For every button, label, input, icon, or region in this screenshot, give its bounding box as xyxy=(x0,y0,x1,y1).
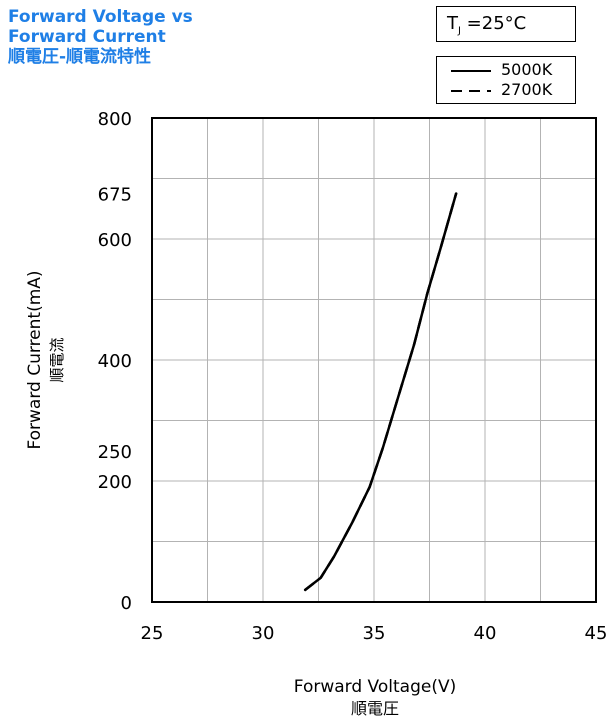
legend: 5000K 2700K xyxy=(436,56,576,104)
y-tick-label: 400 xyxy=(98,351,132,372)
condition-subscript: J xyxy=(458,25,461,37)
legend-label-2700k: 2700K xyxy=(501,80,553,99)
y-tick-label: 675 xyxy=(98,185,132,206)
title-line-1: Forward Voltage vs xyxy=(8,7,193,27)
plot-frame xyxy=(151,117,597,603)
condition-box: TJ =25°C xyxy=(436,6,576,42)
y-axis-title-jp: 順電流 xyxy=(48,337,66,383)
series-line-5000k xyxy=(303,192,458,592)
series-line-2700k xyxy=(303,192,458,592)
y-tick-label: 250 xyxy=(98,442,132,463)
x-tick-label: 40 xyxy=(474,623,497,644)
junction-temperature: TJ =25°C xyxy=(447,13,526,37)
dashed-line-swatch xyxy=(451,90,491,92)
y-tick-label: 800 xyxy=(98,109,132,130)
y-tick-label: 200 xyxy=(98,472,132,493)
solid-line-swatch xyxy=(451,70,491,72)
condition-value: =25°C xyxy=(460,13,527,34)
y-axis-title: Forward Current(mA) xyxy=(25,270,45,450)
legend-item-5000k: 5000K xyxy=(437,60,575,80)
x-tick-label: 30 xyxy=(252,623,275,644)
x-tick-label: 25 xyxy=(141,623,164,644)
legend-item-2700k: 2700K xyxy=(437,80,575,100)
y-tick-label: 0 xyxy=(121,593,132,614)
title-line-3: 順電圧-順電流特性 xyxy=(8,47,152,67)
x-axis-title: Forward Voltage(V) xyxy=(293,677,457,697)
title-line-2: Forward Current xyxy=(8,27,166,47)
legend-label-5000k: 5000K xyxy=(501,60,553,79)
x-axis-label: Forward Voltage(V) 順電圧 xyxy=(230,676,520,720)
x-tick-label: 45 xyxy=(585,623,607,644)
y-tick-label: 600 xyxy=(98,230,132,251)
chart-title: Forward Voltage vs Forward Current 順電圧-順… xyxy=(8,7,193,67)
x-tick-label: 35 xyxy=(363,623,386,644)
condition-symbol: T xyxy=(447,13,458,34)
x-axis-title-jp: 順電圧 xyxy=(350,699,399,718)
